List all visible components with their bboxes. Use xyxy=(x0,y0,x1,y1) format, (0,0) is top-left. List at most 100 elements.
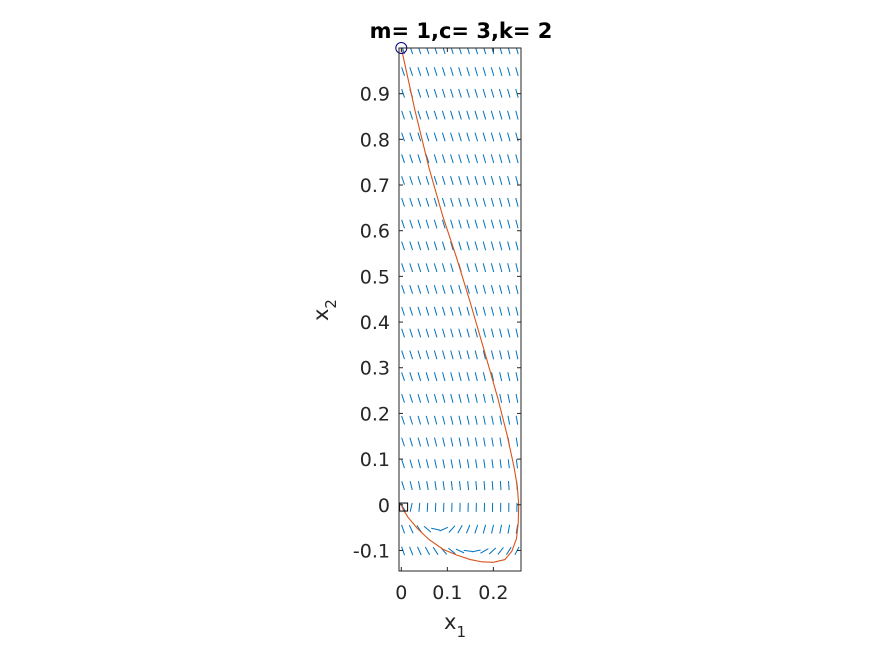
field-segment xyxy=(409,285,414,294)
field-segment xyxy=(431,527,441,531)
field-segment xyxy=(488,547,497,555)
field-segment xyxy=(450,481,453,491)
field-segment xyxy=(507,415,511,425)
field-segment xyxy=(474,350,478,360)
field-segment xyxy=(409,67,414,76)
field-segment xyxy=(458,88,462,98)
field-segment xyxy=(458,219,462,229)
field-segment xyxy=(450,219,454,229)
field-segment xyxy=(475,48,479,55)
trajectory-line xyxy=(400,48,520,563)
field-segment xyxy=(442,48,446,55)
field-segment xyxy=(434,459,438,469)
field-segment xyxy=(433,132,438,142)
field-segment xyxy=(441,197,446,207)
field-segment xyxy=(417,328,422,338)
field-segment xyxy=(426,502,429,512)
field-segment xyxy=(482,524,487,534)
y-tick-label: 0.6 xyxy=(360,221,390,243)
field-segment xyxy=(474,176,479,185)
field-segment xyxy=(507,154,511,164)
field-segment xyxy=(458,459,462,469)
field-segment xyxy=(401,306,405,316)
field-segment xyxy=(425,393,430,403)
field-segment xyxy=(409,241,414,251)
field-segment xyxy=(466,350,470,360)
field-segment xyxy=(425,437,430,447)
axes-box xyxy=(398,47,522,572)
field-segment xyxy=(483,481,486,491)
field-segment xyxy=(409,393,414,403)
field-segment xyxy=(515,284,519,294)
field-segment xyxy=(401,328,405,338)
end-point-marker xyxy=(399,502,409,512)
field-segment xyxy=(482,67,487,76)
field-segment xyxy=(490,350,495,360)
field-segment xyxy=(458,176,462,185)
field-segment xyxy=(450,154,454,164)
field-segment xyxy=(474,219,478,229)
field-segment xyxy=(507,481,510,491)
field-segment xyxy=(499,437,502,447)
field-segment xyxy=(467,481,470,491)
field-segment xyxy=(450,328,454,338)
field-segment xyxy=(507,67,511,76)
field-segment xyxy=(417,241,422,251)
trajectory-series xyxy=(400,48,520,563)
field-segment xyxy=(507,48,511,55)
field-segment xyxy=(423,525,432,533)
field-segment xyxy=(409,328,414,338)
field-segment xyxy=(490,263,495,273)
field-segment xyxy=(409,546,414,556)
field-segment xyxy=(408,524,414,534)
field-segment xyxy=(409,502,413,512)
field-segment xyxy=(434,481,437,491)
field-segment xyxy=(450,415,454,425)
field-segment xyxy=(474,154,479,164)
y-tick-label: 0.9 xyxy=(360,84,390,106)
field-segment xyxy=(490,306,495,316)
field-segment xyxy=(483,437,486,447)
field-segment xyxy=(466,219,470,229)
field-segment xyxy=(439,526,449,532)
field-segment xyxy=(425,88,430,98)
field-segment xyxy=(417,437,422,447)
field-segment xyxy=(499,328,503,338)
field-segment xyxy=(507,263,511,273)
field-segment xyxy=(401,67,405,76)
field-segment xyxy=(490,284,495,294)
field-segment xyxy=(441,176,446,185)
field-segment xyxy=(482,110,487,120)
field-segment xyxy=(507,219,511,229)
field-segment xyxy=(433,110,438,120)
field-segment xyxy=(458,154,462,164)
field-segment xyxy=(425,285,430,294)
field-segment xyxy=(490,328,495,338)
field-segment xyxy=(425,350,430,360)
field-segment xyxy=(498,88,503,98)
field-segment xyxy=(425,372,430,382)
field-segment xyxy=(466,88,470,98)
field-segment xyxy=(491,48,495,55)
field-segment xyxy=(499,481,502,491)
field-segment xyxy=(467,48,470,55)
field-segment xyxy=(418,502,421,512)
field-segment xyxy=(515,393,519,403)
y-axis: -0.1 0 0.1 0.2 0.3 0.4 0.5 0.6 0.7 0.8 0.9 xyxy=(353,84,521,562)
field-segment xyxy=(450,241,454,251)
field-segment xyxy=(401,415,405,425)
field-segment xyxy=(409,197,414,207)
field-segment xyxy=(401,219,405,229)
field-segment xyxy=(433,350,438,360)
field-segment xyxy=(442,459,446,469)
field-segment xyxy=(433,372,438,382)
field-segment xyxy=(466,459,470,469)
field-segment xyxy=(515,459,518,469)
field-segment xyxy=(514,546,520,556)
field-segment xyxy=(515,350,519,360)
field-segment xyxy=(433,393,438,403)
field-segment xyxy=(424,546,431,556)
field-segment xyxy=(455,548,465,554)
field-segment xyxy=(466,197,470,207)
field-segment xyxy=(466,284,470,294)
